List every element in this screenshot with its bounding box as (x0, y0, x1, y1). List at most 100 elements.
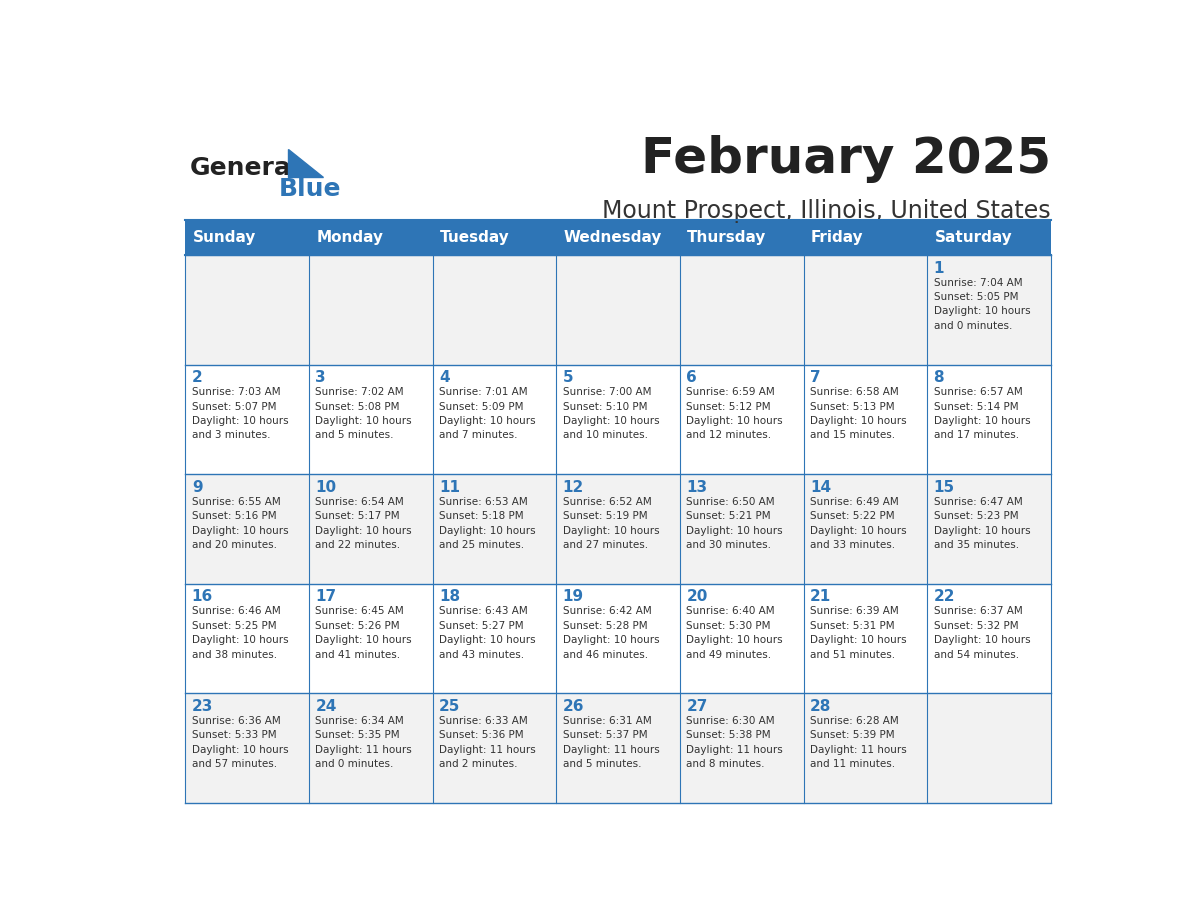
Bar (185, 475, 309, 584)
Bar (185, 364, 309, 475)
Bar (556, 475, 680, 584)
Bar (432, 475, 556, 584)
Bar (927, 475, 1051, 584)
Text: Sunrise: 7:04 AM
Sunset: 5:05 PM
Daylight: 10 hours
and 0 minutes.: Sunrise: 7:04 AM Sunset: 5:05 PM Dayligh… (934, 277, 1030, 330)
Text: Sunrise: 6:34 AM
Sunset: 5:35 PM
Daylight: 11 hours
and 0 minutes.: Sunrise: 6:34 AM Sunset: 5:35 PM Dayligh… (315, 716, 412, 769)
Text: 25: 25 (440, 699, 461, 714)
Text: 5: 5 (563, 370, 574, 386)
Text: Sunrise: 6:52 AM
Sunset: 5:19 PM
Daylight: 10 hours
and 27 minutes.: Sunrise: 6:52 AM Sunset: 5:19 PM Dayligh… (563, 497, 659, 550)
Bar (680, 364, 803, 475)
Text: 20: 20 (687, 589, 708, 604)
Text: 8: 8 (934, 370, 944, 386)
Bar (185, 255, 309, 364)
Text: Sunrise: 7:00 AM
Sunset: 5:10 PM
Daylight: 10 hours
and 10 minutes.: Sunrise: 7:00 AM Sunset: 5:10 PM Dayligh… (563, 387, 659, 441)
Text: Sunrise: 6:50 AM
Sunset: 5:21 PM
Daylight: 10 hours
and 30 minutes.: Sunrise: 6:50 AM Sunset: 5:21 PM Dayligh… (687, 497, 783, 550)
Bar (803, 584, 927, 693)
Bar (432, 693, 556, 803)
Text: 15: 15 (934, 480, 955, 495)
Text: Sunrise: 7:01 AM
Sunset: 5:09 PM
Daylight: 10 hours
and 7 minutes.: Sunrise: 7:01 AM Sunset: 5:09 PM Dayligh… (440, 387, 536, 441)
Text: February 2025: February 2025 (640, 135, 1051, 183)
Text: Sunrise: 6:59 AM
Sunset: 5:12 PM
Daylight: 10 hours
and 12 minutes.: Sunrise: 6:59 AM Sunset: 5:12 PM Dayligh… (687, 387, 783, 441)
Text: Tuesday: Tuesday (440, 230, 510, 245)
Bar (680, 255, 803, 364)
Bar (309, 475, 432, 584)
Text: 2: 2 (191, 370, 202, 386)
Text: Sunrise: 6:36 AM
Sunset: 5:33 PM
Daylight: 10 hours
and 57 minutes.: Sunrise: 6:36 AM Sunset: 5:33 PM Dayligh… (191, 716, 289, 769)
Bar (556, 364, 680, 475)
Text: Sunrise: 6:42 AM
Sunset: 5:28 PM
Daylight: 10 hours
and 46 minutes.: Sunrise: 6:42 AM Sunset: 5:28 PM Dayligh… (563, 607, 659, 659)
Text: 9: 9 (191, 480, 202, 495)
Bar (680, 693, 803, 803)
Text: Sunrise: 6:57 AM
Sunset: 5:14 PM
Daylight: 10 hours
and 17 minutes.: Sunrise: 6:57 AM Sunset: 5:14 PM Dayligh… (934, 387, 1030, 441)
Bar (185, 693, 309, 803)
Text: 24: 24 (315, 699, 336, 714)
Bar (309, 584, 432, 693)
Bar (927, 584, 1051, 693)
Text: 11: 11 (440, 480, 460, 495)
Bar (556, 255, 680, 364)
Bar (680, 584, 803, 693)
Bar (432, 255, 556, 364)
Text: 26: 26 (563, 699, 584, 714)
Text: 27: 27 (687, 699, 708, 714)
Text: 6: 6 (687, 370, 697, 386)
Bar (803, 693, 927, 803)
Bar (309, 364, 432, 475)
Bar (927, 693, 1051, 803)
Text: Monday: Monday (316, 230, 384, 245)
Text: Sunrise: 6:54 AM
Sunset: 5:17 PM
Daylight: 10 hours
and 22 minutes.: Sunrise: 6:54 AM Sunset: 5:17 PM Dayligh… (315, 497, 412, 550)
Text: Sunrise: 6:37 AM
Sunset: 5:32 PM
Daylight: 10 hours
and 54 minutes.: Sunrise: 6:37 AM Sunset: 5:32 PM Dayligh… (934, 607, 1030, 659)
Text: Sunrise: 6:46 AM
Sunset: 5:25 PM
Daylight: 10 hours
and 38 minutes.: Sunrise: 6:46 AM Sunset: 5:25 PM Dayligh… (191, 607, 289, 659)
Bar (803, 255, 927, 364)
Text: Blue: Blue (279, 177, 342, 201)
Text: Sunrise: 6:43 AM
Sunset: 5:27 PM
Daylight: 10 hours
and 43 minutes.: Sunrise: 6:43 AM Sunset: 5:27 PM Dayligh… (440, 607, 536, 659)
Text: 18: 18 (440, 589, 460, 604)
Text: 4: 4 (440, 370, 450, 386)
Text: 23: 23 (191, 699, 213, 714)
Bar (432, 364, 556, 475)
Bar (309, 255, 432, 364)
Bar (556, 584, 680, 693)
Text: Saturday: Saturday (935, 230, 1012, 245)
Text: Wednesday: Wednesday (563, 230, 662, 245)
Text: Sunrise: 6:45 AM
Sunset: 5:26 PM
Daylight: 10 hours
and 41 minutes.: Sunrise: 6:45 AM Sunset: 5:26 PM Dayligh… (315, 607, 412, 659)
Bar (432, 584, 556, 693)
Text: 16: 16 (191, 589, 213, 604)
Text: General: General (190, 156, 301, 180)
Text: Sunrise: 6:40 AM
Sunset: 5:30 PM
Daylight: 10 hours
and 49 minutes.: Sunrise: 6:40 AM Sunset: 5:30 PM Dayligh… (687, 607, 783, 659)
Text: 10: 10 (315, 480, 336, 495)
Text: Sunrise: 6:39 AM
Sunset: 5:31 PM
Daylight: 10 hours
and 51 minutes.: Sunrise: 6:39 AM Sunset: 5:31 PM Dayligh… (810, 607, 906, 659)
Text: 21: 21 (810, 589, 832, 604)
Text: Mount Prospect, Illinois, United States: Mount Prospect, Illinois, United States (602, 198, 1051, 222)
Bar (803, 364, 927, 475)
Text: 22: 22 (934, 589, 955, 604)
Text: Sunrise: 6:33 AM
Sunset: 5:36 PM
Daylight: 11 hours
and 2 minutes.: Sunrise: 6:33 AM Sunset: 5:36 PM Dayligh… (440, 716, 536, 769)
Text: Sunrise: 6:53 AM
Sunset: 5:18 PM
Daylight: 10 hours
and 25 minutes.: Sunrise: 6:53 AM Sunset: 5:18 PM Dayligh… (440, 497, 536, 550)
Text: 17: 17 (315, 589, 336, 604)
Bar (309, 693, 432, 803)
Text: Sunrise: 6:31 AM
Sunset: 5:37 PM
Daylight: 11 hours
and 5 minutes.: Sunrise: 6:31 AM Sunset: 5:37 PM Dayligh… (563, 716, 659, 769)
Bar (680, 475, 803, 584)
Bar (185, 584, 309, 693)
Text: Sunrise: 6:55 AM
Sunset: 5:16 PM
Daylight: 10 hours
and 20 minutes.: Sunrise: 6:55 AM Sunset: 5:16 PM Dayligh… (191, 497, 289, 550)
Text: 3: 3 (315, 370, 326, 386)
Text: Sunrise: 7:03 AM
Sunset: 5:07 PM
Daylight: 10 hours
and 3 minutes.: Sunrise: 7:03 AM Sunset: 5:07 PM Dayligh… (191, 387, 289, 441)
Polygon shape (289, 149, 323, 177)
Bar (185, 219, 1051, 255)
Text: Sunrise: 7:02 AM
Sunset: 5:08 PM
Daylight: 10 hours
and 5 minutes.: Sunrise: 7:02 AM Sunset: 5:08 PM Dayligh… (315, 387, 412, 441)
Text: Friday: Friday (811, 230, 864, 245)
Text: Sunrise: 6:49 AM
Sunset: 5:22 PM
Daylight: 10 hours
and 33 minutes.: Sunrise: 6:49 AM Sunset: 5:22 PM Dayligh… (810, 497, 906, 550)
Text: 14: 14 (810, 480, 832, 495)
Text: Sunrise: 6:58 AM
Sunset: 5:13 PM
Daylight: 10 hours
and 15 minutes.: Sunrise: 6:58 AM Sunset: 5:13 PM Dayligh… (810, 387, 906, 441)
Bar (556, 693, 680, 803)
Text: 13: 13 (687, 480, 707, 495)
Text: 19: 19 (563, 589, 583, 604)
Bar (927, 255, 1051, 364)
Text: Sunrise: 6:47 AM
Sunset: 5:23 PM
Daylight: 10 hours
and 35 minutes.: Sunrise: 6:47 AM Sunset: 5:23 PM Dayligh… (934, 497, 1030, 550)
Text: 1: 1 (934, 261, 944, 275)
Text: 28: 28 (810, 699, 832, 714)
Text: Thursday: Thursday (687, 230, 766, 245)
Bar (927, 364, 1051, 475)
Text: 12: 12 (563, 480, 584, 495)
Text: 7: 7 (810, 370, 821, 386)
